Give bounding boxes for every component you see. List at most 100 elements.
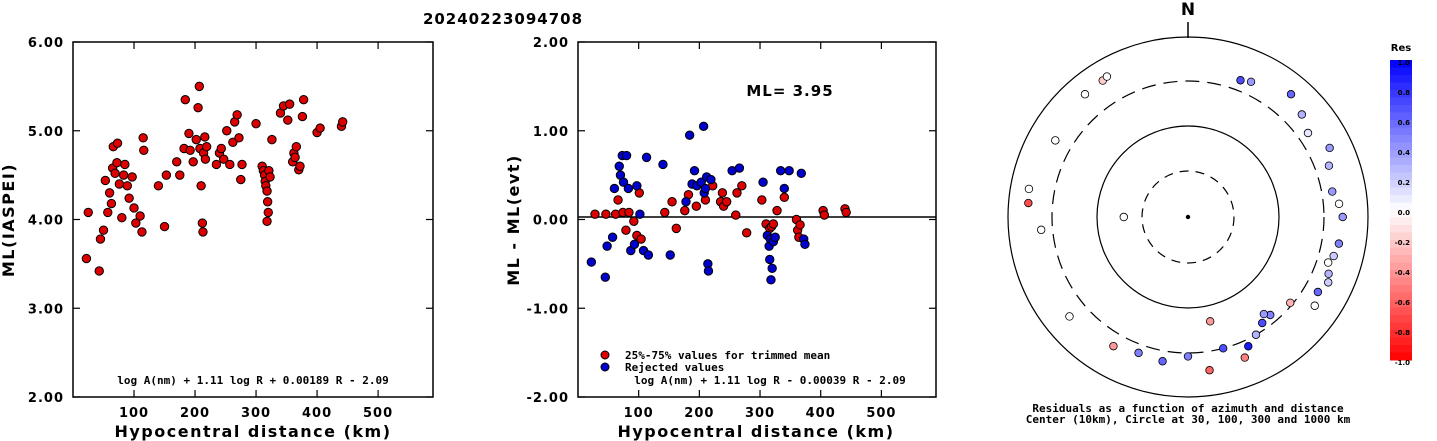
ml-point-a bbox=[297, 111, 308, 122]
polar-station-point bbox=[1036, 225, 1046, 235]
residual-point-b bbox=[632, 181, 642, 191]
ml-point-a bbox=[117, 213, 127, 223]
ml-plot-frame bbox=[72, 41, 434, 398]
colorbar-tick-label: 0.4 bbox=[1398, 149, 1411, 157]
colorbar-cell bbox=[1390, 307, 1412, 316]
colorbar-cells bbox=[1390, 60, 1412, 361]
polar-station-point bbox=[1286, 298, 1295, 307]
colorbar-cell bbox=[1390, 315, 1412, 323]
residual-point-b bbox=[698, 121, 709, 132]
polar-station-point bbox=[1297, 110, 1307, 119]
ml-point-a bbox=[200, 132, 210, 142]
residual-point-a bbox=[680, 205, 690, 216]
polar-station-point bbox=[1258, 318, 1267, 328]
ml-point-a bbox=[283, 115, 293, 125]
residual-point-a bbox=[732, 188, 742, 198]
residual-point-a bbox=[671, 223, 681, 234]
ml-point-a bbox=[124, 193, 134, 203]
ml-point-a bbox=[225, 159, 235, 170]
polar-caption-2: Center (10km), Circle at 30, 100, 300 an… bbox=[1026, 413, 1351, 426]
colorbar-cell bbox=[1390, 187, 1412, 196]
polar-center-dot bbox=[1185, 214, 1191, 220]
colorbar-cell bbox=[1390, 82, 1412, 91]
residual-point-b bbox=[800, 239, 810, 250]
colorbar-cell bbox=[1390, 90, 1412, 98]
colorbar-tick-label: -0.8 bbox=[1395, 329, 1410, 337]
residual-y-axis-label: ML - ML(evt) bbox=[504, 154, 523, 286]
ml-point-a bbox=[106, 198, 117, 209]
ml-formula: log A(nm) + 1.11 log R + 0.00189 R - 2.0… bbox=[117, 374, 389, 387]
colorbar-cell bbox=[1390, 135, 1412, 143]
colorbar-tick-label: 0.0 bbox=[1398, 209, 1411, 217]
residual-point-b bbox=[681, 197, 691, 207]
polar-points bbox=[1024, 72, 1347, 375]
colorbar-cell bbox=[1390, 172, 1412, 181]
ml-point-a bbox=[291, 142, 302, 152]
ml-point-a bbox=[262, 197, 273, 207]
residual-point-a bbox=[667, 197, 677, 207]
ml-ytick-label: 6.00 bbox=[28, 36, 64, 51]
residual-point-b bbox=[796, 168, 806, 179]
residual-point-a bbox=[601, 209, 611, 219]
colorbar-cell bbox=[1390, 157, 1412, 166]
polar-station-point bbox=[1334, 199, 1344, 208]
ml-point-a bbox=[138, 133, 148, 143]
colorbar-cell bbox=[1390, 277, 1412, 286]
colorbar-tick-label: -0.6 bbox=[1395, 299, 1410, 307]
ml-point-a bbox=[201, 142, 212, 152]
ml-point-a bbox=[298, 94, 309, 105]
polar-station-point bbox=[1286, 90, 1296, 99]
ml-point-a bbox=[184, 128, 194, 139]
ml-xtick-label: 200 bbox=[180, 406, 210, 421]
polar-station-point bbox=[1246, 77, 1256, 87]
ml-point-a bbox=[122, 181, 133, 191]
colorbar-cell bbox=[1390, 232, 1412, 241]
ml-axis-ticks: 100 200 300 400 500 2.00 3.00 4.00 5.00 6.00 bbox=[28, 36, 433, 421]
polar-station-point bbox=[1134, 348, 1143, 358]
colorbar-cell bbox=[1390, 142, 1412, 151]
residual-point-a bbox=[757, 195, 767, 205]
residual-panel: 100 200 300 400 500 -2.00 -1.00 0.00 1.00 2.00 ML… bbox=[504, 36, 937, 441]
ml-point-a bbox=[185, 145, 195, 155]
residual-point-a bbox=[721, 197, 732, 207]
colorbar-cell bbox=[1390, 67, 1412, 76]
residual-point-a bbox=[691, 201, 702, 211]
colorbar-tick-label: -1.0 bbox=[1395, 359, 1410, 367]
ml-point-a bbox=[237, 159, 247, 170]
circle-1000km bbox=[1007, 36, 1369, 398]
ml-point-a bbox=[290, 152, 300, 163]
polar-caption-1: Residuals as a function of azimuth and d… bbox=[1032, 402, 1344, 415]
colorbar-cell bbox=[1390, 105, 1412, 113]
residual-point-b bbox=[641, 152, 652, 163]
residual-x-axis-label: Hypocentral distance (km) bbox=[617, 422, 894, 441]
residual-point-b bbox=[770, 232, 780, 242]
legend-marker-rejected bbox=[600, 362, 610, 372]
ml-point-a bbox=[159, 221, 170, 232]
colorbar-cell bbox=[1390, 150, 1412, 158]
circle-300km bbox=[1051, 80, 1325, 354]
ml-point-a bbox=[118, 170, 129, 180]
ml-xtick-label: 300 bbox=[241, 406, 271, 421]
ml-point-a bbox=[236, 174, 246, 185]
ml-ytick-label: 5.00 bbox=[28, 125, 64, 140]
ml-point-a bbox=[219, 154, 229, 164]
ml-point-a bbox=[120, 159, 130, 170]
residual-ytick-label: -2.00 bbox=[527, 391, 569, 406]
colorbar-cell bbox=[1390, 345, 1412, 353]
ml-point-a bbox=[265, 172, 275, 182]
ml-point-a bbox=[198, 227, 208, 237]
ml-point-a bbox=[104, 188, 115, 198]
polar-station-point bbox=[1051, 136, 1060, 145]
legend-marker-trimmed bbox=[600, 350, 610, 360]
ml-point-a bbox=[114, 179, 125, 189]
circle-100km bbox=[1096, 125, 1280, 309]
ml-xtick-label: 500 bbox=[363, 406, 393, 421]
residual-point-b bbox=[734, 163, 745, 173]
residual-point-b bbox=[629, 239, 640, 250]
residual-point-b bbox=[586, 257, 597, 267]
residual-ytick-label: 1.00 bbox=[533, 125, 569, 140]
colorbar-cell bbox=[1390, 240, 1412, 248]
ml-point-a bbox=[267, 134, 277, 145]
polar-station-point bbox=[1158, 357, 1167, 366]
